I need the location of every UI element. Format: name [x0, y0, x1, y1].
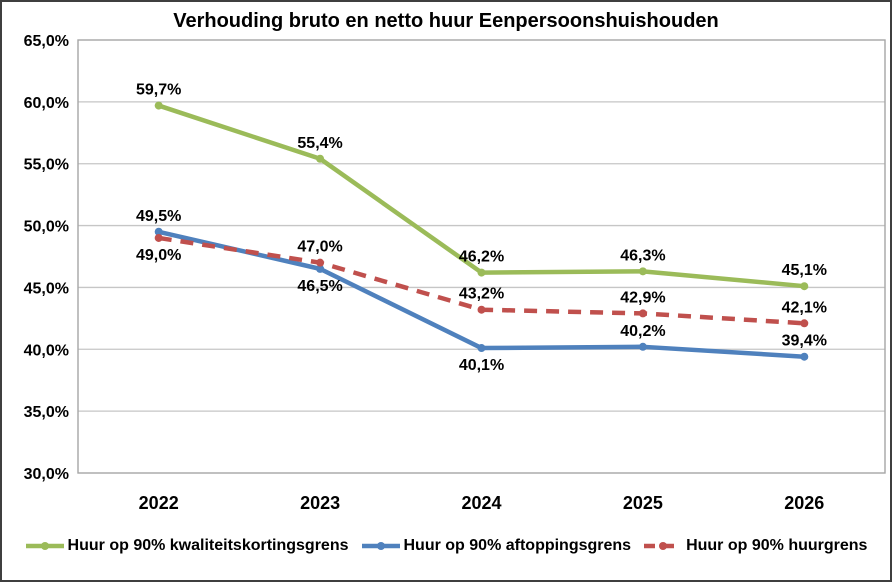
x-axis-tick-label: 2022 [139, 493, 179, 513]
data-point-label: 40,2% [620, 323, 665, 340]
x-axis-tick-label: 2024 [461, 493, 501, 513]
data-point-label: 46,3% [620, 247, 665, 264]
data-point-label: 45,1% [782, 262, 827, 279]
data-point-marker [154, 227, 163, 236]
chart-title: Verhouding bruto en netto huur Eenpersoo… [173, 10, 719, 32]
chart-legend: Huur op 90% kwaliteitskortingsgrens Huur … [0, 537, 892, 555]
legend-item-label: Huur op 90% huurgrens [686, 537, 868, 554]
legend-item: Huur op 90% huurgrens [643, 537, 867, 555]
x-axis-tick-label: 2026 [784, 493, 824, 513]
legend-item-label: Huur op 90% kwaliteitskortingsgrens [67, 537, 349, 554]
data-point-marker [154, 101, 163, 110]
data-point-marker [154, 233, 163, 242]
x-axis-tick-label: 2025 [623, 493, 663, 513]
legend-line-sample-icon [644, 542, 683, 550]
data-point-marker [477, 344, 486, 353]
legend-line-sample-icon [25, 542, 64, 550]
y-axis-tick-label: 40,0% [24, 342, 69, 359]
data-point-marker [638, 342, 647, 351]
data-point-label: 46,2% [459, 249, 504, 266]
legend-item: Huur op 90% aftoppingsgrens [361, 537, 632, 555]
data-point-label: 55,4% [297, 135, 342, 152]
data-point-label: 42,9% [620, 289, 665, 306]
x-axis-tick-label: 2023 [300, 493, 340, 513]
data-point-label: 49,5% [136, 208, 181, 225]
data-point-label: 43,2% [459, 286, 504, 303]
y-axis-tick-label: 30,0% [24, 466, 69, 483]
legend-item: Huur op 90% kwaliteitskortingsgrens [25, 537, 349, 555]
data-point-marker [316, 264, 325, 273]
data-point-marker [316, 258, 325, 267]
y-axis-tick-label: 35,0% [24, 404, 69, 421]
y-axis-tick-label: 65,0% [24, 33, 69, 50]
legend-line-sample-icon [361, 542, 400, 550]
data-point-marker [638, 309, 647, 318]
data-point-label: 49,0% [136, 247, 181, 264]
data-point-label: 47,0% [297, 239, 342, 256]
legend-item-label: Huur op 90% aftoppingsgrens [403, 537, 632, 554]
y-axis-tick-label: 50,0% [24, 219, 69, 236]
data-point-label: 39,4% [782, 333, 827, 350]
plot-border [77, 39, 886, 474]
data-point-label: 42,1% [782, 299, 827, 316]
y-axis-tick-label: 45,0% [24, 280, 69, 297]
data-point-marker [316, 154, 325, 163]
data-point-label: 40,1% [459, 357, 504, 374]
data-point-label: 46,5% [297, 278, 342, 295]
data-point-marker [477, 305, 486, 314]
data-point-marker [638, 267, 647, 276]
data-point-marker [800, 319, 809, 328]
data-point-marker [477, 268, 486, 277]
y-axis-tick-label: 55,0% [24, 157, 69, 174]
y-axis-tick-label: 60,0% [24, 95, 69, 112]
data-point-marker [800, 352, 809, 361]
data-point-label: 59,7% [136, 82, 181, 99]
data-point-marker [800, 282, 809, 291]
